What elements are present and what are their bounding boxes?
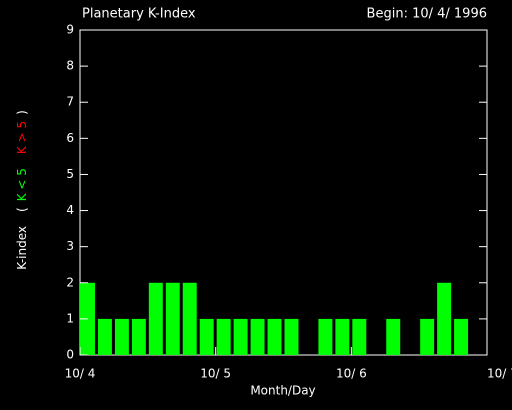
bar <box>131 318 146 355</box>
bar <box>386 318 401 355</box>
bar <box>454 318 469 355</box>
bar <box>335 318 350 355</box>
bar <box>352 318 367 355</box>
y-tick-label: 0 <box>66 348 74 362</box>
x-tick-label: 10/ 7 <box>487 367 512 381</box>
plot-frame <box>79 29 488 356</box>
y-tick-label: 9 <box>66 23 74 37</box>
bar <box>250 318 265 355</box>
x-tick-label: 10/ 4 <box>65 367 96 381</box>
bar <box>284 318 299 355</box>
bar <box>97 318 112 355</box>
bar <box>318 318 333 355</box>
y-tick-label: 3 <box>66 239 74 253</box>
y-tick-label: 5 <box>66 167 74 181</box>
x-tick-label: 10/ 5 <box>200 367 231 381</box>
y-axis-label-group: K-index ( K < 5 K > 5) <box>15 110 29 270</box>
chart-title: Planetary K-Index <box>82 7 196 22</box>
bracket: ( <box>15 207 29 212</box>
x-tick-label: 10/ 6 <box>336 367 367 381</box>
bar <box>437 282 452 355</box>
bar <box>420 318 435 355</box>
bar <box>114 318 129 355</box>
y-tick-label: 2 <box>66 275 74 289</box>
y-tick-label: 8 <box>66 59 74 73</box>
x-axis-label: Month/Day <box>250 384 315 398</box>
chart-subtitle: Begin: 10/ 4/ 1996 <box>367 7 487 22</box>
y-axis-label: K-index <box>15 226 29 270</box>
bar <box>199 318 214 355</box>
bar <box>233 318 248 355</box>
threshold-label: K < 5 <box>15 168 29 201</box>
y-tick-label: 6 <box>66 131 74 145</box>
bar <box>148 282 163 355</box>
y-tick-label: 7 <box>66 95 74 109</box>
bar <box>182 282 197 355</box>
y-tick-label: 1 <box>66 311 74 325</box>
bar <box>216 318 231 355</box>
bar <box>165 282 180 355</box>
y-tick-label: 4 <box>66 203 74 217</box>
bar <box>267 318 282 355</box>
bracket: ) <box>15 110 29 115</box>
threshold-label: K > 5 <box>15 121 29 154</box>
